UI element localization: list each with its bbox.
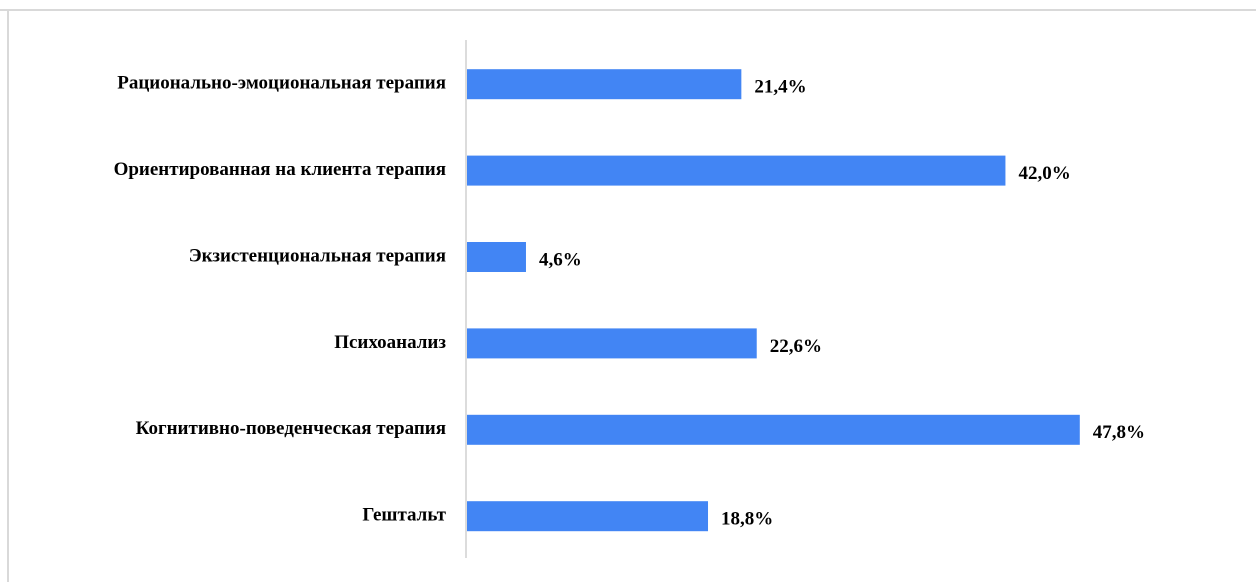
category-label: Ориентированная на клиента терапия	[114, 159, 446, 180]
category-label: Когнитивно-поведенческая терапия	[136, 418, 446, 439]
category-label: Экзистенциональная терапия	[189, 245, 446, 266]
category-label: Рационально-эмоциональная терапия	[117, 73, 446, 94]
value-label: 21,4%	[754, 77, 806, 98]
value-label: 18,8%	[721, 509, 773, 530]
value-label: 4,6%	[539, 249, 582, 270]
bar	[467, 501, 709, 532]
bar	[467, 414, 1080, 445]
bar	[467, 69, 742, 100]
value-label: 42,0%	[1018, 163, 1070, 184]
value-label: 22,6%	[770, 336, 822, 357]
value-label: 47,8%	[1093, 422, 1145, 443]
category-label: Гештальт	[362, 505, 446, 526]
bar	[467, 155, 1006, 186]
bar	[467, 328, 757, 359]
category-label: Психоанализ	[334, 332, 446, 353]
bar	[467, 242, 526, 272]
